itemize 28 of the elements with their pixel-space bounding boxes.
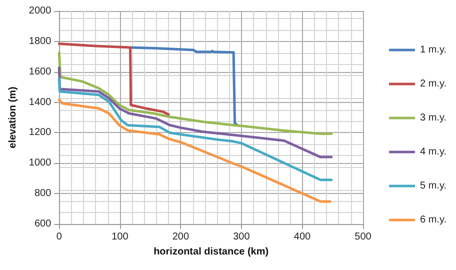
line-series xyxy=(58,77,333,182)
line-series xyxy=(58,66,333,158)
y-tick-label: 2000 xyxy=(28,6,52,16)
x-tick-label: 300 xyxy=(233,232,250,242)
x-tick-label: 500 xyxy=(354,232,372,242)
line-series xyxy=(58,98,332,203)
y-tick-label: 1400 xyxy=(28,96,52,108)
line-series xyxy=(58,51,333,136)
y-tick-label: 1200 xyxy=(28,127,52,138)
legend-label: 4 m.y. xyxy=(420,146,446,158)
y-tick-label: 1600 xyxy=(28,66,52,78)
x-axis-title: horizontal distance (km) xyxy=(154,246,269,258)
legend-label: 2 m.y. xyxy=(420,78,446,90)
x-tick-label: 200 xyxy=(172,232,190,242)
x-tick-label: 400 xyxy=(294,232,312,242)
legend-label: 5 m.y. xyxy=(420,180,446,192)
legend-label: 1 m.y. xyxy=(420,44,446,56)
x-tick-label: 100 xyxy=(112,232,129,242)
line-series xyxy=(58,42,170,116)
y-tick-label: 1800 xyxy=(28,36,52,47)
x-tick-label: 0 xyxy=(56,232,62,242)
y-tick-label: 600 xyxy=(34,218,52,230)
line-series xyxy=(130,46,238,126)
y-axis-title: elevation (m) xyxy=(8,86,18,148)
legend-label: 6 m.y. xyxy=(420,214,446,226)
legend-label: 3 m.y. xyxy=(420,112,446,124)
y-tick-label: 800 xyxy=(34,188,52,200)
y-tick-label: 1000 xyxy=(28,158,52,169)
